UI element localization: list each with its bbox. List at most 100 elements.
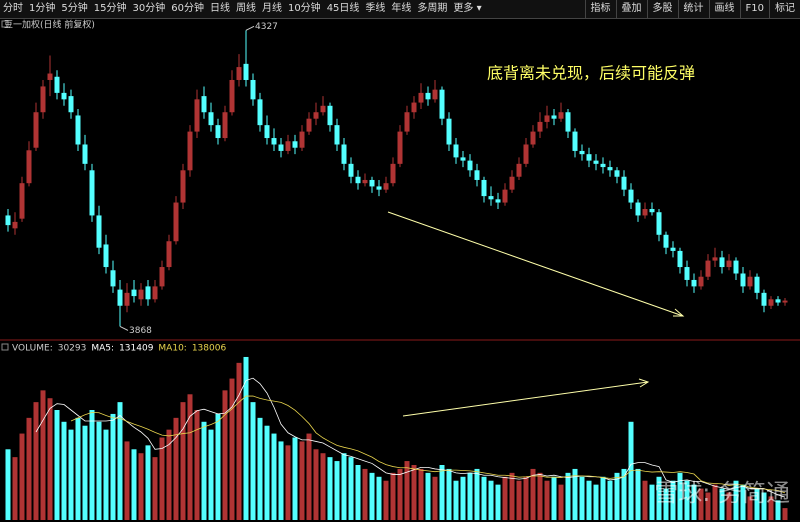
candle-body (89, 170, 95, 216)
volume-bar (439, 465, 445, 520)
candle-body (404, 112, 410, 132)
candle-body (656, 212, 662, 235)
candle-body (12, 221, 18, 229)
candle-body (341, 144, 347, 164)
period-tab[interactable]: 5分钟 (61, 3, 88, 14)
tool-button[interactable]: 画线 (708, 0, 740, 18)
period-tab[interactable]: 10分钟 (287, 3, 321, 14)
trend-arrow (402, 381, 649, 417)
volume-bar (390, 472, 396, 520)
period-tab[interactable]: 60分钟 (171, 3, 204, 14)
tools: 指标 叠加 多股 统计 画线 F10 标记 (584, 0, 800, 18)
volume-bar (453, 480, 459, 520)
volume-bar (229, 378, 235, 520)
candle-body (285, 141, 291, 151)
candle-body (145, 286, 151, 300)
volume-bar (334, 461, 340, 520)
candle-body (243, 63, 249, 80)
period-tab[interactable]: 周线 (235, 3, 256, 14)
candle-body (33, 112, 39, 148)
volume-bar (495, 484, 501, 520)
candle-body (278, 144, 284, 151)
candle-body (509, 176, 515, 190)
candle-body (383, 183, 389, 190)
candle-body (740, 273, 746, 287)
tool-button[interactable]: 统计 (677, 0, 709, 18)
tool-button[interactable]: 多股 (646, 0, 678, 18)
volume-bar (670, 480, 676, 520)
volume-bar (19, 433, 25, 520)
candle-body (768, 299, 774, 306)
volume-bar (12, 457, 18, 520)
volume-bar (250, 402, 256, 520)
volume-header: VOLUME: 30293 MA5: 131409 MA10: 138006 (12, 344, 226, 354)
candle-body (432, 89, 438, 100)
candle-body (215, 125, 221, 139)
period-tab[interactable]: 年线 (391, 3, 412, 14)
volume-bar (684, 480, 690, 520)
candle-body (761, 292, 767, 306)
candle-body (733, 260, 739, 274)
trend-arrow (387, 211, 684, 317)
tool-button[interactable]: 指标 (584, 0, 616, 18)
volume-bar (201, 421, 207, 520)
volume-bar (292, 437, 298, 520)
tool-button[interactable]: F10 (739, 0, 769, 18)
candle-body (75, 115, 81, 145)
chart-title: 豆一加权(日线 前复权) (4, 19, 95, 31)
price-mark-leader (119, 325, 129, 331)
candle-body (642, 208, 648, 216)
ma5-label: MA5: (91, 344, 114, 354)
tool-button[interactable]: 标记 (769, 0, 800, 18)
volume-bar (509, 472, 515, 520)
volume-bar (425, 472, 431, 520)
volume-bar (719, 488, 725, 520)
candle-body (180, 170, 186, 203)
period-tab[interactable]: 分时 (3, 3, 23, 14)
candle-body (61, 92, 67, 100)
candle-body (292, 141, 298, 148)
volume-bar (320, 453, 326, 520)
period-tab[interactable]: 15分钟 (93, 3, 127, 14)
candle-body (670, 247, 676, 251)
volume-value: 30293 (58, 344, 87, 354)
candle-body (621, 176, 627, 190)
candle-body (747, 276, 753, 287)
volume-bar (593, 484, 599, 520)
candle-body (460, 157, 466, 161)
period-tab[interactable]: 1分钟 (29, 3, 56, 14)
period-tab[interactable]: 45日线 (326, 3, 360, 14)
ma10-value: 138006 (192, 344, 227, 354)
tool-button[interactable]: 叠加 (615, 0, 647, 18)
candle-body (782, 300, 788, 303)
period-tab[interactable]: 季线 (365, 3, 386, 14)
toolbar: 分时 1分钟 5分钟 15分钟 30分钟 60分钟 日线 周线 月线 10分钟 45日线 季线 年线 多周… (0, 0, 800, 19)
watermark: 雪球: 务简通 (654, 479, 790, 507)
candle-body (250, 79, 256, 100)
volume-bar (327, 457, 333, 520)
volume-bar (96, 421, 102, 520)
period-tab[interactable]: 更多 ▾ (453, 3, 482, 14)
volume-bar (299, 441, 305, 520)
volume-bar (712, 484, 718, 520)
volume-bar (740, 484, 746, 520)
candle-body (131, 289, 137, 297)
volume-bar (383, 480, 389, 520)
volume-bar (656, 476, 662, 520)
period-tab[interactable]: 日线 (209, 3, 230, 14)
candle-body (775, 299, 781, 303)
period-tab[interactable]: 30分钟 (132, 3, 166, 14)
period-tab[interactable]: 多周期 (417, 3, 448, 14)
volume-bar (208, 429, 214, 520)
volume-bar (481, 476, 487, 520)
candle-body (425, 92, 431, 100)
volume-bar (726, 492, 732, 520)
candle-body (166, 241, 172, 268)
volume-bar (516, 480, 522, 520)
candle-body (467, 160, 473, 171)
candle-body (544, 115, 550, 122)
period-tab[interactable]: 月线 (261, 3, 282, 14)
candle-body (677, 250, 683, 268)
volume-bar (5, 449, 11, 520)
